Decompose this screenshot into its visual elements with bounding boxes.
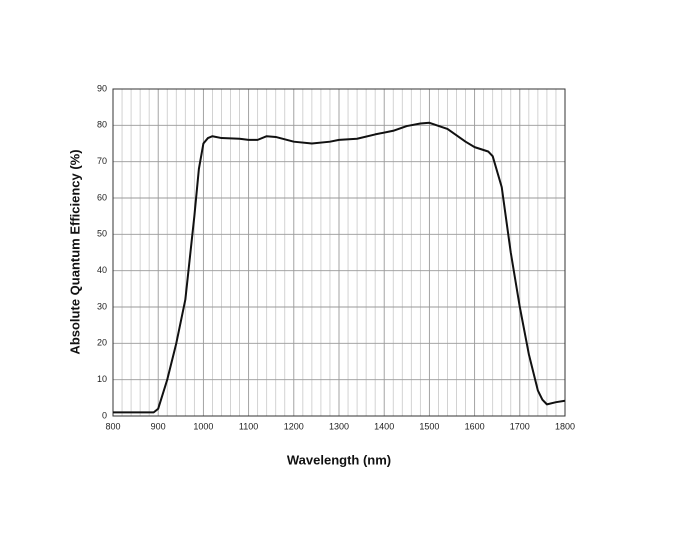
x-tick-label: 1200: [284, 421, 304, 431]
x-tick-label: 1800: [555, 421, 575, 431]
x-tick-label: 1100: [239, 421, 258, 431]
y-tick-label: 20: [97, 338, 107, 348]
x-tick-label: 1000: [193, 421, 213, 431]
y-tick-label: 70: [97, 156, 107, 166]
x-tick-label: 1300: [329, 421, 349, 431]
x-tick-label: 800: [105, 421, 120, 431]
y-tick-label: 80: [97, 120, 107, 130]
y-tick-label: 90: [97, 83, 107, 93]
data-line: [113, 121, 566, 414]
x-tick-label: 1400: [374, 421, 394, 431]
plot-frame: [112, 88, 566, 417]
x-tick-label: 1500: [419, 421, 439, 431]
y-tick-label: 0: [102, 410, 107, 420]
x-tick-label: 1700: [510, 421, 530, 431]
y-tick-label: 40: [97, 265, 107, 275]
y-tick-label: 10: [97, 374, 107, 384]
y-axis-title: Absolute Quantum Efficiency (%): [67, 149, 82, 354]
y-tick-label: 30: [97, 301, 107, 311]
y-tick-label: 50: [97, 229, 107, 239]
x-axis-title: Wavelength (nm): [287, 452, 391, 467]
x-tick-label: 900: [151, 421, 166, 431]
y-tick-label: 60: [97, 192, 107, 202]
x-tick-label: 1600: [465, 421, 485, 431]
